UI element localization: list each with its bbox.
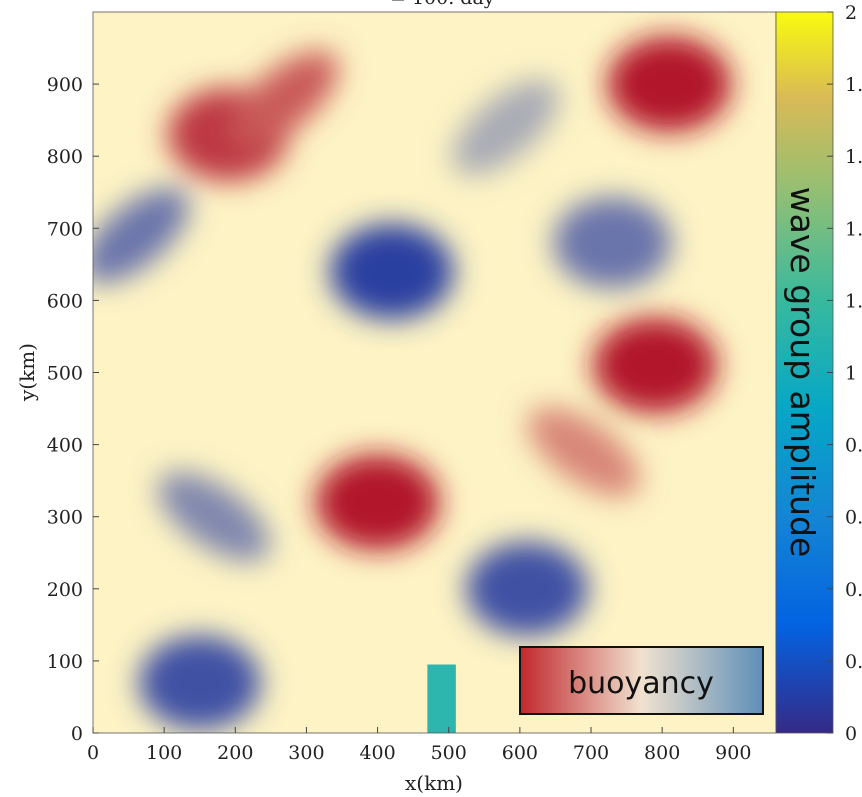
warm-feature-5 (527, 407, 640, 497)
colorbar-tick-label: 1. (845, 218, 862, 240)
cold-feature-7 (465, 541, 588, 636)
warm-feature-2 (315, 454, 440, 551)
x-tick-label: 200 (217, 742, 253, 764)
heatmap-features (93, 36, 732, 730)
warm-feature-1 (607, 36, 732, 133)
y-tick-label: 500 (47, 363, 83, 385)
cold-feature-11 (157, 472, 270, 562)
colorbar-ticks: 0 0. 0. 0. 0. 1 1. 1. 1. 1. 2 (827, 2, 862, 745)
y-tick-label: 800 (47, 146, 83, 168)
cold-feature-8 (138, 635, 261, 730)
y-axis: 0 100 200 300 400 500 600 700 800 900 (47, 74, 99, 745)
buoyancy-legend: buoyancy (519, 646, 764, 715)
x-tick-label: 700 (573, 742, 609, 764)
buoyancy-legend-label: buoyancy (568, 666, 714, 701)
x-tick-label: 100 (146, 742, 182, 764)
colorbar-tick-label: 0. (845, 579, 862, 601)
y-tick-label: 300 (47, 507, 83, 529)
wave-packet (427, 664, 456, 733)
colorbar-tick-label: 1. (845, 74, 862, 96)
buoyancy-legend-swatch (519, 646, 764, 715)
warm-feature-0 (593, 317, 718, 414)
colorbar-gradient (775, 11, 834, 734)
x-axis: 0 100 200 300 400 500 600 700 800 900 (87, 727, 751, 764)
x-tick-label: 900 (715, 742, 751, 764)
cold-feature-6 (329, 223, 454, 320)
y-axis-label: y(km) (15, 343, 39, 402)
colorbar: wave group amplitude 0 0. 0. 0. 0. 1 1. 1. 1. 1. 2 (775, 2, 862, 745)
colorbar-tick-label: 0 (845, 723, 857, 745)
warm-feature-4 (231, 50, 339, 147)
x-axis-label: x(km) (405, 771, 463, 795)
colorbar-tick-label: 0. (845, 435, 862, 457)
y-tick-label: 700 (47, 218, 83, 240)
colorbar-label: wave group amplitude (783, 187, 822, 558)
heatmap-panel (93, 12, 776, 733)
x-tick-label: 300 (288, 742, 324, 764)
x-tick-label: 400 (359, 742, 395, 764)
y-tick-label: 200 (47, 579, 83, 601)
cold-feature-9 (553, 197, 672, 289)
y-tick-label: 900 (47, 74, 83, 96)
y-tick-label: 0 (71, 723, 83, 745)
cold-feature-10 (93, 187, 190, 284)
y-tick-label: 400 (47, 435, 83, 457)
colorbar-tick-label: 1 (845, 363, 857, 385)
x-tick-label: 500 (431, 742, 467, 764)
x-tick-label: 600 (502, 742, 538, 764)
y-tick-label: 100 (47, 651, 83, 673)
y-tick-label: 600 (47, 290, 83, 312)
x-tick-label: 0 (87, 742, 99, 764)
x-tick-label: 800 (644, 742, 680, 764)
colorbar-tick-label: 1. (845, 146, 862, 168)
colorbar-tick-label: 2 (845, 2, 857, 24)
colorbar-tick-label: 1. (845, 290, 862, 312)
colorbar-tick-label: 0. (845, 507, 862, 529)
colorbar-tick-label: 0. (845, 651, 862, 673)
title-fragment: = 100. day (390, 0, 495, 9)
cold-feature-12 (452, 79, 560, 176)
